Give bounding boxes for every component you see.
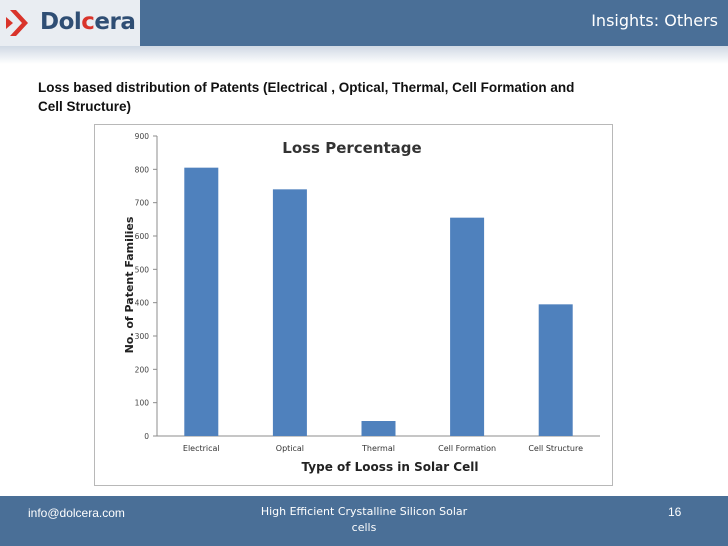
y-tick-label: 0	[144, 432, 149, 441]
bar	[538, 304, 573, 436]
slide-title: Loss based distribution of Patents (Elec…	[38, 78, 698, 116]
bar	[272, 189, 307, 436]
y-tick-label: 900	[135, 132, 150, 141]
footer-caption: High Efficient Crystalline Silicon Solar…	[240, 504, 488, 536]
y-tick-label: 600	[135, 232, 150, 241]
logo: Dolcera	[0, 0, 140, 46]
slide-title-line-1: Loss based distribution of Patents (Elec…	[38, 80, 575, 95]
category-label: Cell Structure	[528, 444, 583, 453]
y-tick-label: 800	[135, 165, 150, 174]
y-tick-label: 100	[135, 399, 150, 408]
category-label: Thermal	[361, 444, 395, 453]
y-tick-label: 700	[135, 199, 150, 208]
footer-email: info@dolcera.com	[28, 506, 125, 520]
category-label: Electrical	[183, 444, 220, 453]
loss-percentage-chart: Loss Percentage No. of Patent Families T…	[123, 132, 600, 474]
bar	[450, 217, 485, 436]
chart-frame: Loss Percentage No. of Patent Families T…	[94, 124, 613, 486]
y-tick-label: 200	[135, 365, 150, 374]
x-axis-label: Type of Looss in Solar Cell	[302, 460, 479, 474]
y-axis-label: No. of Patent Families	[123, 216, 136, 353]
header-divider	[0, 46, 728, 64]
y-tick-label: 400	[135, 299, 150, 308]
category-label: Cell Formation	[438, 444, 496, 453]
footer-caption-line-2: cells	[351, 521, 377, 534]
y-tick-label: 300	[135, 332, 150, 341]
footer-bar: info@dolcera.com High Efficient Crystall…	[0, 496, 728, 546]
section-title: Insights: Others	[591, 11, 718, 30]
category-label: Optical	[276, 444, 304, 453]
header-bar: Dolcera Insights: Others	[0, 0, 728, 46]
dolcera-logo-icon	[6, 10, 28, 36]
bar	[184, 167, 219, 436]
y-tick-label: 500	[135, 265, 150, 274]
bar	[361, 421, 396, 436]
logo-text: Dolcera	[40, 9, 136, 35]
footer-caption-line-1: High Efficient Crystalline Silicon Solar	[260, 505, 468, 518]
chart-title: Loss Percentage	[282, 139, 421, 157]
page-number: 16	[668, 505, 682, 519]
slide-title-line-2: Cell Structure)	[38, 99, 132, 114]
